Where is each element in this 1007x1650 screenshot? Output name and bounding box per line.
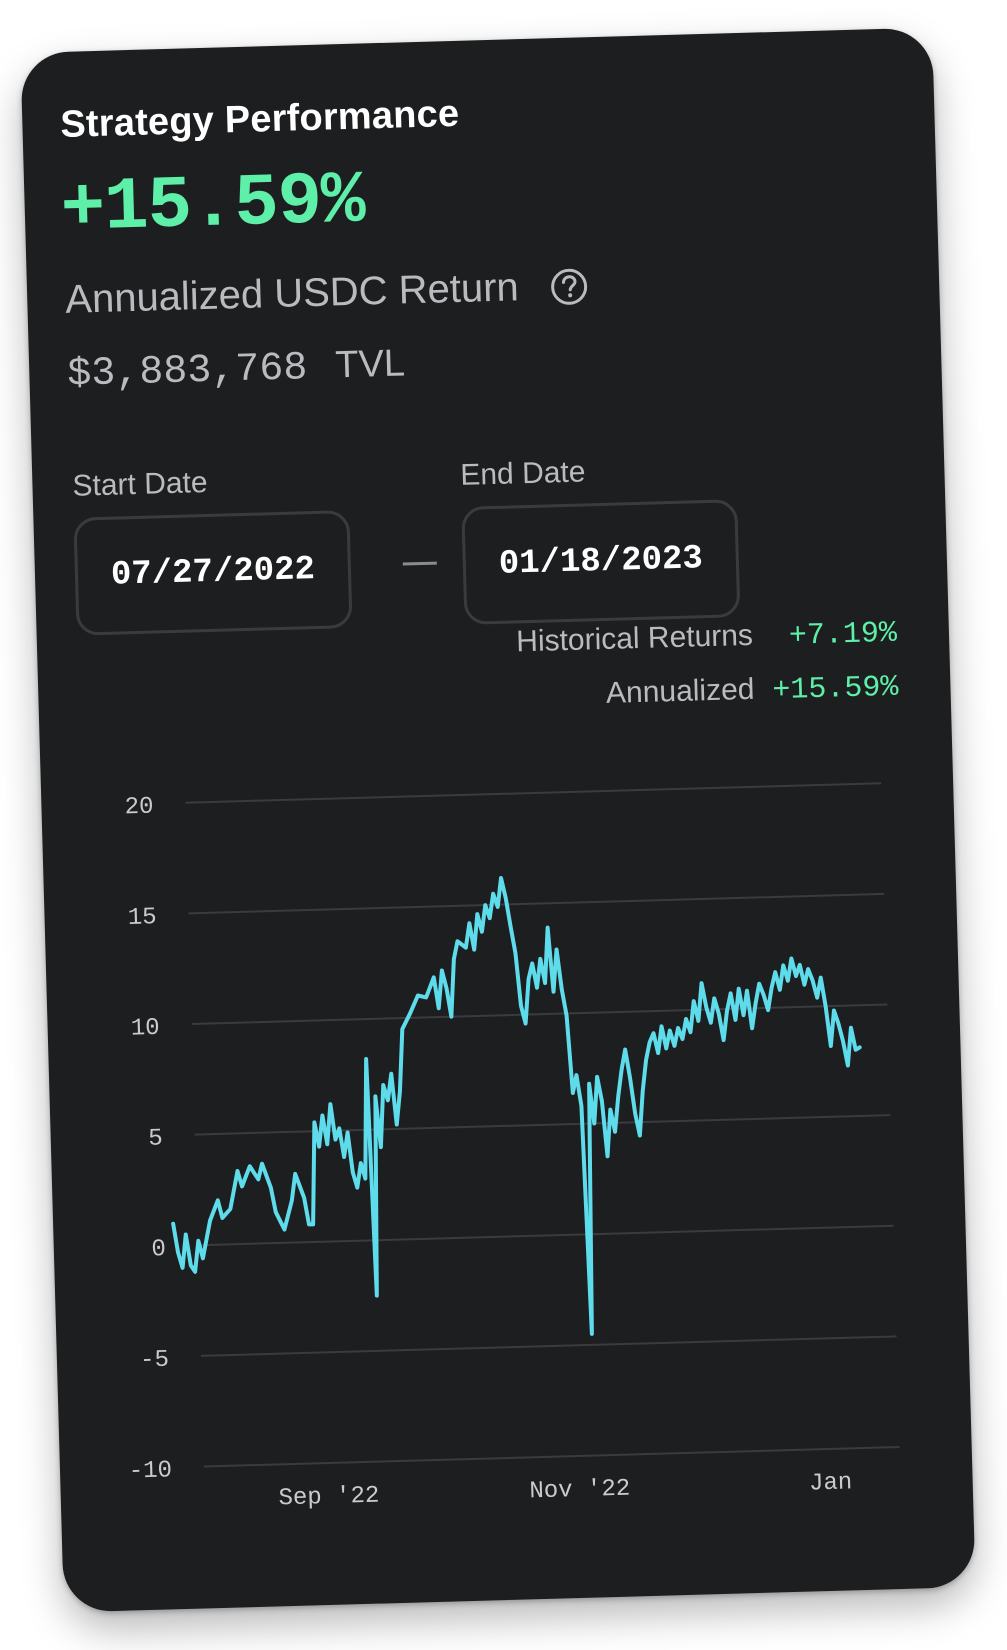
y-gridline — [194, 1114, 891, 1136]
subtitle: Annualized USDC Return — [64, 265, 520, 322]
historical-returns-label: Historical Returns — [515, 618, 754, 659]
y-gridline — [185, 782, 882, 804]
y-tick-label: -5 — [140, 1347, 170, 1375]
end-date-label: End Date — [459, 455, 586, 492]
start-date-block: Start Date 07/27/2022 — [72, 462, 353, 636]
y-gridline — [188, 892, 885, 915]
y-tick-label: 0 — [151, 1236, 166, 1263]
date-separator — [402, 561, 437, 566]
end-date-block: End Date 01/18/2023 — [460, 451, 741, 625]
historical-returns-value: +7.19% — [788, 616, 898, 654]
y-tick-label: -10 — [128, 1457, 172, 1485]
x-tick-label: Nov '22 — [529, 1476, 631, 1506]
end-date-field[interactable]: 01/18/2023 — [461, 499, 741, 625]
start-date-field[interactable]: 07/27/2022 — [73, 510, 353, 636]
start-date-label: Start Date — [72, 465, 208, 503]
question-circle-icon[interactable] — [548, 266, 589, 307]
annualized-label: Annualized — [605, 672, 755, 710]
card-title: Strategy Performance — [59, 92, 460, 146]
returns-line-chart[interactable]: 20 15 10 5 0 -5 -10 Sep '22 Nov '22 Jan — [41, 757, 974, 1542]
x-tick-label: Sep '22 — [278, 1483, 380, 1513]
y-tick-label: 15 — [127, 904, 157, 932]
y-tick-label: 5 — [148, 1125, 163, 1152]
x-tick-label: Jan — [809, 1469, 853, 1497]
y-gridline — [197, 1224, 894, 1247]
headline-return: +15.59% — [59, 159, 366, 252]
y-gridline — [191, 1003, 888, 1025]
subtitle-row: Annualized USDC Return — [65, 263, 590, 323]
tvl-row: $3,883,768 TVL — [67, 342, 406, 397]
tvl-value: $3,883,768 — [66, 346, 308, 398]
y-tick-label: 20 — [124, 794, 154, 822]
y-tick-label: 10 — [131, 1015, 161, 1043]
strategy-performance-card: Strategy Performance +15.59% Annualized … — [20, 27, 976, 1613]
y-gridline — [203, 1446, 900, 1468]
annualized-value: +15.59% — [772, 670, 899, 709]
series-line — [171, 876, 862, 1336]
tvl-label: TVL — [334, 342, 406, 387]
returns-summary: Historical Returns +7.19% Annualized +15… — [516, 615, 899, 716]
y-gridline — [200, 1335, 897, 1357]
